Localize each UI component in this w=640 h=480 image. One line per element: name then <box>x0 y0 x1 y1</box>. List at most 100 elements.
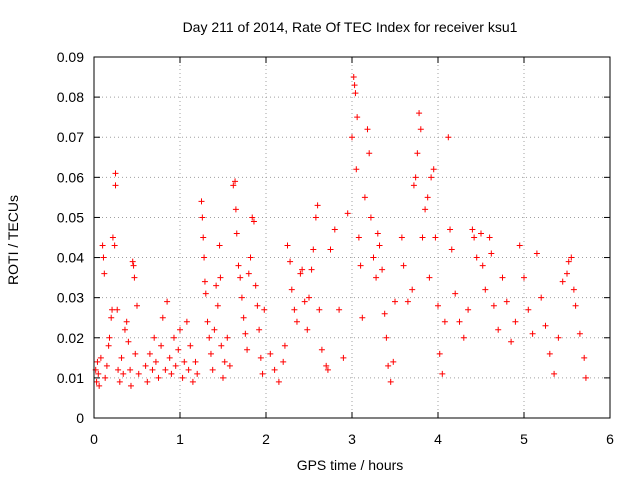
data-point <box>410 182 417 189</box>
data-point <box>351 82 358 89</box>
x-axis-ticks: 0 1 2 3 4 5 6 <box>90 57 614 447</box>
data-point <box>232 206 239 213</box>
data-point <box>123 318 130 325</box>
data-point <box>109 234 116 241</box>
data-point <box>355 234 362 241</box>
data-point <box>115 366 122 373</box>
data-point <box>564 270 570 277</box>
data-point <box>344 210 351 217</box>
data-point <box>216 242 223 249</box>
data-point <box>412 174 419 181</box>
data-point <box>198 198 205 205</box>
data-point <box>100 254 107 261</box>
data-point <box>135 370 142 377</box>
data-point <box>280 358 287 365</box>
data-point <box>312 214 319 221</box>
data-point <box>201 254 208 261</box>
data-point <box>381 310 388 317</box>
data-point <box>261 306 268 313</box>
data-point <box>366 150 373 157</box>
data-point <box>233 230 240 237</box>
data-point <box>111 242 118 249</box>
data-point <box>452 290 459 297</box>
data-point <box>237 274 244 281</box>
data-point <box>257 354 264 361</box>
data-point <box>235 262 242 269</box>
data-point <box>242 330 249 337</box>
data-point <box>232 178 239 185</box>
x-tick-label: 0 <box>90 431 98 447</box>
data-point <box>199 214 206 221</box>
data-point <box>404 298 411 305</box>
data-point <box>469 226 476 233</box>
data-point <box>259 370 266 377</box>
data-point <box>409 286 416 293</box>
data-point <box>512 318 519 325</box>
data-point <box>93 378 100 385</box>
data-point <box>181 358 188 365</box>
data-point <box>398 234 405 241</box>
data-point <box>105 342 112 349</box>
data-point <box>435 302 441 309</box>
data-point <box>151 334 158 341</box>
data-point <box>428 174 435 181</box>
data-point <box>121 326 128 333</box>
data-point <box>131 274 138 281</box>
data-point <box>127 382 134 389</box>
data-point <box>499 274 506 281</box>
data-point <box>144 378 151 385</box>
data-point <box>132 350 139 357</box>
data-point <box>448 246 455 253</box>
data-point <box>213 282 220 289</box>
data-point <box>327 246 334 253</box>
data-point <box>252 282 259 289</box>
data-point <box>414 150 421 157</box>
data-point <box>226 362 233 369</box>
data-point <box>129 258 136 265</box>
data-point <box>546 350 553 357</box>
data-point <box>162 366 169 373</box>
data-point <box>211 326 218 333</box>
data-point <box>149 366 156 373</box>
data-point <box>390 358 397 365</box>
data-point <box>142 362 149 369</box>
data-point <box>359 314 366 321</box>
data-point <box>304 326 311 333</box>
data-point <box>445 134 452 141</box>
data-point <box>417 126 424 133</box>
data-point <box>581 354 588 361</box>
data-point <box>291 306 298 313</box>
data-point <box>179 374 186 381</box>
data-point <box>155 374 162 381</box>
y-axis-label: ROTI / TECUs <box>5 195 21 285</box>
data-point <box>349 134 355 141</box>
data-point <box>568 254 575 261</box>
data-point <box>159 314 166 321</box>
data-point <box>310 246 317 253</box>
data-point <box>275 378 282 385</box>
y-axis-ticks: 0 0.01 0.02 0.03 0.04 0.05 0.06 0.07 0.08 0.09 <box>57 49 610 426</box>
data-point <box>166 354 173 361</box>
y-tick-label: 0.07 <box>57 129 84 145</box>
data-point <box>108 314 115 321</box>
data-point <box>447 226 454 233</box>
data-point <box>221 358 228 365</box>
data-point <box>572 302 579 309</box>
data-point <box>316 306 323 313</box>
data-point <box>482 286 489 293</box>
data-point <box>207 350 214 357</box>
data-point <box>299 266 306 273</box>
data-point <box>439 370 446 377</box>
data-point <box>238 294 245 301</box>
data-point <box>202 290 209 297</box>
data-point <box>354 114 361 121</box>
data-point <box>495 326 502 333</box>
data-point <box>217 274 224 281</box>
x-tick-label: 3 <box>348 431 356 447</box>
data-point <box>301 298 308 305</box>
data-point <box>383 334 390 341</box>
y-tick-label: 0.06 <box>57 169 84 185</box>
data-point <box>352 90 359 97</box>
data-point <box>194 370 201 377</box>
data-point <box>559 278 566 285</box>
